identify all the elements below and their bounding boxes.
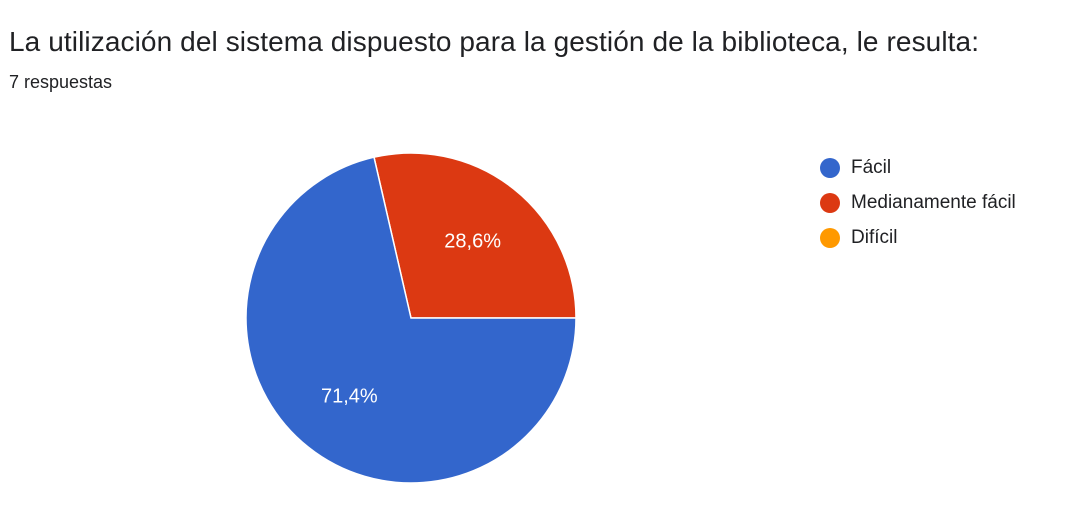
legend-label: Fácil [851, 156, 892, 178]
chart-legend: Fácil Medianamente fácil Difícil [820, 150, 1016, 255]
legend-item[interactable]: Difícil [820, 220, 1016, 255]
legend-label: Medianamente fácil [851, 191, 1016, 213]
legend-swatch [820, 227, 840, 248]
legend-swatch [820, 157, 840, 178]
legend-item[interactable]: Medianamente fácil [820, 185, 1016, 220]
slice-label-0: 71,4% [321, 385, 378, 407]
slice-label-1: 28,6% [444, 231, 501, 253]
legend-label: Difícil [851, 226, 898, 248]
pie-slice-medianamente-fácil[interactable] [373, 152, 577, 319]
page-title: La utilización del sistema dispuesto par… [9, 26, 980, 57]
legend-item[interactable]: Fácil [820, 150, 1016, 185]
legend-swatch [820, 192, 840, 213]
pie-chart: 28,6% 71,4% [245, 152, 577, 484]
response-count: 7 respuestas [9, 72, 113, 92]
pie-slice-fácil[interactable] [245, 156, 577, 484]
